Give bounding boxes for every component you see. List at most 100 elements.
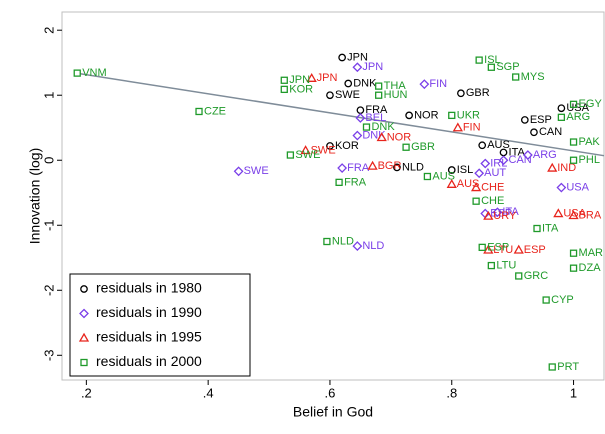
x-axis-title: Belief in God <box>293 404 373 420</box>
fit-line <box>80 73 605 157</box>
point-label: EGY <box>579 98 603 110</box>
point <box>376 132 387 142</box>
point <box>335 178 343 186</box>
point-label: CZE <box>204 105 226 117</box>
point <box>375 82 383 90</box>
point <box>487 63 495 71</box>
point <box>457 89 465 98</box>
point <box>513 244 524 254</box>
point-label: MYS <box>521 71 545 83</box>
point <box>306 73 317 82</box>
point-label: NLD <box>332 235 354 247</box>
point-label: KOR <box>289 83 313 95</box>
point <box>498 155 509 166</box>
y-tick-label: -2 <box>41 284 56 296</box>
point <box>423 172 432 181</box>
point-label: AUS <box>432 170 455 182</box>
point-label: UKR <box>457 109 480 121</box>
point-label: ISL <box>457 164 474 176</box>
legend-marker <box>79 308 89 319</box>
point <box>375 91 383 99</box>
point-label: NOR <box>414 109 439 121</box>
point-label: CYP <box>551 294 574 306</box>
point <box>569 264 578 272</box>
point <box>478 141 487 150</box>
point <box>448 111 456 120</box>
point-label: THA <box>384 80 407 92</box>
point-label: SWE <box>311 144 336 156</box>
point <box>483 244 494 254</box>
point <box>474 168 485 179</box>
point <box>300 145 311 155</box>
point-label: IND <box>557 162 576 174</box>
point <box>483 210 494 220</box>
point-label: JPN <box>362 61 383 73</box>
point <box>557 113 566 121</box>
legend-label: residuals in 1990 <box>96 304 202 320</box>
point-label: FIN <box>463 122 481 134</box>
point-label: SGP <box>496 61 519 73</box>
legend-marker <box>78 332 90 342</box>
point <box>367 160 378 170</box>
point <box>556 182 567 193</box>
x-tick-label: .6 <box>325 385 336 400</box>
point-label: SWE <box>244 165 269 177</box>
point-label: JPN <box>289 74 310 86</box>
legend-label: residuals in 2000 <box>96 353 202 369</box>
point-label: ITA <box>509 146 526 158</box>
point-label: GBR <box>411 141 435 153</box>
x-tick-label: .4 <box>203 385 214 400</box>
point <box>352 241 363 251</box>
point-label: BGR <box>378 160 402 172</box>
point <box>568 210 579 220</box>
point <box>338 53 346 62</box>
legend-label: residuals in 1980 <box>96 280 202 296</box>
y-tick-label: 2 <box>41 27 56 34</box>
point-label: CHE <box>481 181 504 193</box>
point <box>280 85 288 94</box>
point <box>337 163 348 173</box>
point-label: VNM <box>82 67 106 79</box>
point <box>452 122 463 132</box>
y-tick-label: -1 <box>41 219 56 231</box>
point <box>286 151 295 159</box>
point-label: SWE <box>335 89 360 101</box>
point <box>326 91 334 100</box>
point <box>447 166 456 174</box>
point <box>522 150 533 160</box>
point-label: GBR <box>466 87 490 99</box>
point-label: DNK <box>371 121 395 133</box>
point-label: KOR <box>335 140 359 152</box>
point <box>492 207 503 218</box>
point-label: DNK <box>353 77 377 89</box>
point-label: ITA <box>542 222 559 234</box>
point-label: GRC <box>524 270 549 282</box>
point <box>355 113 366 123</box>
point-label: CHE <box>481 195 504 207</box>
point <box>362 123 371 131</box>
point-label: NLD <box>362 240 384 252</box>
point <box>542 296 550 304</box>
point-label: ARG <box>566 111 590 123</box>
point-label: LTU <box>493 244 513 256</box>
point <box>487 261 495 270</box>
point-label: NLD <box>402 161 424 173</box>
point <box>512 73 520 81</box>
point <box>533 224 541 233</box>
y-tick-label: 1 <box>41 92 56 99</box>
point <box>520 116 529 124</box>
point <box>480 158 491 169</box>
point-label: PAK <box>579 136 601 148</box>
point-label: PHL <box>579 154 600 166</box>
point-label: IRL <box>490 157 507 169</box>
point <box>446 178 457 188</box>
point-label: AUS <box>487 139 510 151</box>
point-label: USA <box>566 102 589 114</box>
y-tick-label: 0 <box>41 157 56 164</box>
point <box>195 107 203 116</box>
point-label: DNK <box>362 129 386 141</box>
point-label: JPN <box>347 51 368 63</box>
point <box>323 237 331 246</box>
point-label: LTU <box>496 259 516 271</box>
